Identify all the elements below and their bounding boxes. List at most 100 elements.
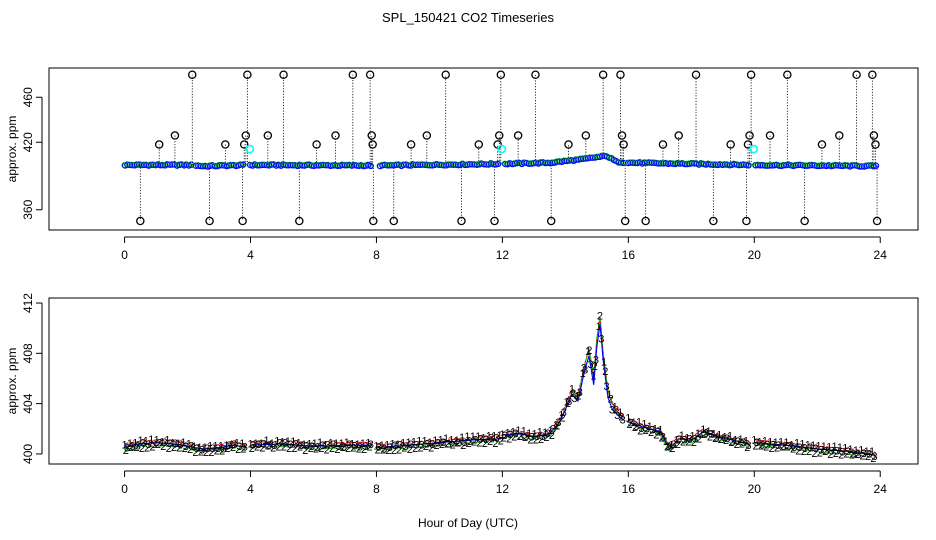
series-1-point: 1 bbox=[223, 440, 229, 452]
spike-point bbox=[406, 140, 416, 149]
series-3-point: 3 bbox=[780, 441, 786, 453]
series-2-point: 2 bbox=[444, 438, 450, 450]
series-2-point: 2 bbox=[806, 446, 812, 458]
series-2-point: 2 bbox=[166, 443, 172, 455]
bottom-y-tick-label: 412 bbox=[21, 293, 35, 313]
bottom-y-axis: 400 404 408 412 bbox=[21, 293, 43, 464]
spike-point bbox=[389, 216, 399, 226]
series-2-point: 2 bbox=[160, 441, 166, 453]
spike-point bbox=[835, 131, 844, 140]
series-2-point: 2 bbox=[517, 431, 523, 443]
series-2-point: 2 bbox=[849, 450, 855, 462]
series-3-point: 3 bbox=[215, 443, 221, 455]
series-2-point: 2 bbox=[318, 443, 324, 455]
series-2-point: 2 bbox=[198, 447, 204, 459]
series-2-point: 2 bbox=[286, 443, 292, 455]
series-2-point: 2 bbox=[476, 437, 482, 449]
series-3-point: 3 bbox=[550, 424, 556, 436]
baseline-point bbox=[367, 162, 374, 170]
series-1-point: 1 bbox=[673, 434, 679, 446]
series-1-point: 1 bbox=[333, 438, 339, 450]
spike-point bbox=[474, 140, 484, 149]
series-2-point: 2 bbox=[822, 446, 828, 458]
series-2-point: 2 bbox=[385, 445, 391, 457]
series-3-point: 3 bbox=[655, 427, 661, 439]
series-2-point: 2 bbox=[292, 443, 298, 455]
series-3-point: 3 bbox=[754, 437, 760, 449]
series-3-point: 3 bbox=[845, 446, 851, 458]
series-3-point: 3 bbox=[309, 441, 315, 453]
series-2-point: 2 bbox=[187, 444, 193, 456]
series-2-point: 2 bbox=[340, 442, 346, 454]
series-2-point: 2 bbox=[366, 442, 372, 454]
series-1-point: 1 bbox=[757, 436, 763, 448]
series-2-point: 2 bbox=[870, 453, 876, 465]
series-3-point: 3 bbox=[604, 381, 610, 393]
series-2-point: 2 bbox=[230, 442, 236, 454]
series-2-point: 2 bbox=[281, 442, 287, 454]
series-3-point: 3 bbox=[167, 438, 173, 450]
series-2-point: 2 bbox=[396, 445, 402, 457]
series-2-point: 2 bbox=[559, 412, 565, 424]
spike-point bbox=[239, 140, 249, 149]
series-3-point: 3 bbox=[403, 441, 409, 453]
series-1-point: 1 bbox=[848, 444, 854, 456]
series-3-point: 3 bbox=[818, 445, 824, 457]
series-3-point: 3 bbox=[135, 441, 141, 453]
series-2-point: 2 bbox=[632, 422, 638, 434]
spike-point bbox=[263, 131, 273, 140]
series-2-point: 2 bbox=[685, 437, 691, 449]
series-3-point: 3 bbox=[802, 443, 808, 455]
series-1-line bbox=[754, 439, 876, 453]
series-1-point: 1 bbox=[496, 430, 502, 442]
spike-point bbox=[221, 140, 230, 149]
series-2-point: 2 bbox=[769, 443, 775, 455]
series-3-point: 3 bbox=[791, 442, 797, 454]
series-2-point: 2 bbox=[501, 432, 507, 444]
series-1-point: 1 bbox=[652, 424, 658, 436]
series-3-point: 3 bbox=[387, 442, 393, 454]
series-3-point: 3 bbox=[325, 440, 331, 452]
series-1-point: 1 bbox=[475, 431, 481, 443]
series-3-point: 3 bbox=[478, 434, 484, 446]
series-2-point: 2 bbox=[648, 427, 654, 439]
spike-point bbox=[691, 70, 701, 80]
spike-point bbox=[238, 216, 247, 226]
spike-point bbox=[205, 216, 214, 226]
series-1-point: 1 bbox=[328, 437, 334, 449]
series-1-point: 1 bbox=[280, 437, 286, 449]
bottom-x-tick-label: 4 bbox=[247, 482, 254, 496]
series-3-point: 3 bbox=[472, 434, 478, 446]
spike-point bbox=[641, 216, 650, 226]
baseline-point bbox=[495, 160, 502, 168]
series-1-point: 1 bbox=[542, 427, 548, 439]
series-2-point: 2 bbox=[696, 434, 702, 446]
top-x-tick-label: 20 bbox=[748, 248, 762, 262]
spike-point bbox=[872, 216, 882, 226]
series-2-point: 2 bbox=[739, 439, 745, 451]
series-3-point: 3 bbox=[336, 441, 342, 453]
series-2-point: 2 bbox=[302, 445, 308, 457]
series-2-point: 2 bbox=[718, 434, 724, 446]
series-3-point: 3 bbox=[786, 440, 792, 452]
series-3-point: 3 bbox=[424, 439, 430, 451]
series-2-point: 2 bbox=[763, 442, 769, 454]
series-3-point: 3 bbox=[303, 440, 309, 452]
series-3-point: 3 bbox=[261, 439, 267, 451]
series-2-point: 2 bbox=[487, 436, 493, 448]
series-1-point: 1 bbox=[443, 433, 449, 445]
series-1-point: 1 bbox=[636, 417, 642, 429]
series-2-point: 2 bbox=[675, 439, 681, 451]
series-1-point: 1 bbox=[285, 436, 291, 448]
top-x-tick-label: 4 bbox=[247, 248, 254, 262]
series-1-point: 1 bbox=[826, 442, 832, 454]
series-1-point: 1 bbox=[143, 435, 149, 447]
series-1-point: 1 bbox=[773, 437, 779, 449]
series-2-point: 2 bbox=[602, 366, 608, 378]
series-2-line bbox=[250, 446, 372, 450]
series-2-point: 2 bbox=[734, 439, 740, 451]
series-3-point: 3 bbox=[392, 440, 398, 452]
series-1-line bbox=[124, 439, 246, 447]
series-1-point: 1 bbox=[406, 437, 412, 449]
x-axis-label: Hour of Day (UTC) bbox=[418, 516, 518, 530]
